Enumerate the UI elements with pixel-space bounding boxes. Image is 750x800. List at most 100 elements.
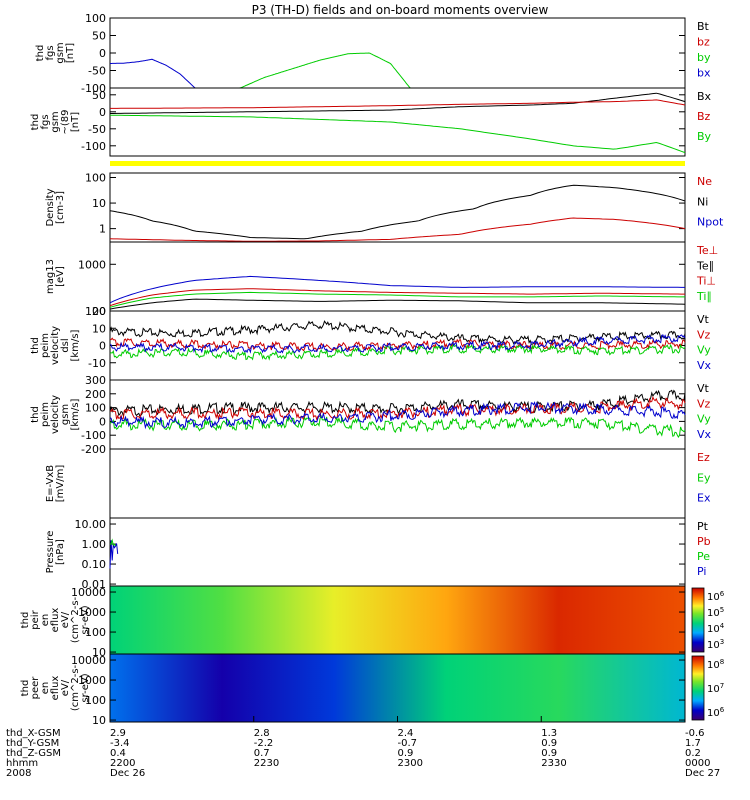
series-line-by (236, 52, 412, 89)
y-axis-label: eflux (50, 608, 61, 633)
y-axis-label: [nPa] (55, 539, 66, 565)
legend-label: Ti⊥ (696, 275, 716, 288)
footer-value: 0.9 (541, 748, 557, 759)
series-line-Npot (109, 275, 685, 304)
y-axis-label: velocity (50, 326, 61, 365)
footer-value: -2.2 (254, 738, 274, 749)
footer-value: 0000 (685, 758, 710, 769)
y-tick-label: 100 (85, 12, 106, 25)
y-tick-label: 20 (92, 305, 106, 318)
y-axis-label: sr-eV) (80, 605, 91, 634)
y-axis-label: fgs (45, 45, 56, 60)
footer-row-label: hhmm (6, 758, 38, 769)
colorbar-tick-label: 107 (707, 682, 724, 695)
y-axis-label: thd (20, 680, 31, 697)
series-line-Ni (109, 184, 686, 240)
y-tick-label: 50 (92, 30, 106, 43)
y-tick-label: 200 (85, 388, 106, 401)
series-line-Ne (109, 217, 686, 242)
legend-label: By (697, 130, 712, 143)
y-tick-label: 100 (85, 626, 106, 639)
y-tick-label: 0.10 (82, 558, 107, 571)
y-axis-label: sr-eV) (80, 673, 91, 702)
series-line-Ti⊥ (109, 288, 685, 307)
y-axis-label: Pressure (45, 531, 56, 574)
y-axis-label: [km/s] (70, 329, 81, 361)
footer-value: Dec 27 (685, 768, 720, 779)
series-line-Vt (109, 320, 686, 345)
y-tick-label: 10 (92, 322, 106, 335)
figure-title: P3 (TH-D) fields and on-board moments ov… (252, 3, 549, 17)
legend-label: Vx (697, 428, 712, 441)
colorbar (691, 587, 705, 653)
y-axis-label: eV/ (60, 611, 71, 628)
y-tick-label: -50 (88, 65, 106, 78)
legend-label: Ni (697, 195, 708, 208)
legend-label: Te∥ (696, 259, 714, 272)
legend-label: Bx (697, 90, 712, 103)
y-tick-label: 100 (85, 305, 106, 318)
y-tick-label: 0 (99, 340, 106, 353)
y-tick-label: 10 (92, 714, 106, 727)
legend-label: Npot (697, 216, 724, 229)
y-tick-label: 10 (92, 197, 106, 210)
y-axis-label: (cm^2-s- (70, 596, 81, 643)
series-line-Bx (110, 92, 686, 114)
y-axis-label: thd (35, 45, 46, 62)
panel-frame (109, 87, 686, 157)
panel-frame (109, 310, 686, 381)
colorbar-tick-label: 106 (707, 706, 725, 719)
y-axis-label: Density (45, 188, 56, 226)
colorbar-tick-label: 105 (707, 606, 724, 619)
footer-value: 2.8 (254, 728, 270, 739)
legend-label: Bt (697, 20, 710, 33)
legend-label: Vy (697, 413, 711, 426)
y-axis-label: gsm (50, 111, 61, 132)
footer-value: -0.7 (398, 738, 418, 749)
y-tick-label: 1 (99, 223, 106, 236)
y-axis-label: dsl (60, 338, 71, 352)
y-tick-label: -100 (81, 82, 106, 95)
legend-label: Vx (697, 359, 712, 372)
y-axis-label: gsm (55, 42, 66, 63)
y-axis-label: velocity (50, 395, 61, 434)
legend-label: Vz (697, 328, 711, 341)
spectrogram (110, 654, 685, 722)
legend-label: Vz (697, 397, 711, 410)
panel-5: -10 0 10 20 thd peim velocity dsl [km/s] Vt Vz Vy Vx (30, 305, 712, 381)
footer-value: 2200 (110, 758, 135, 769)
footer-value: 0.4 (110, 748, 126, 759)
series-line-Vx (109, 401, 686, 430)
y-tick-label: 100 (85, 402, 106, 415)
series-line-Ti∥ (109, 291, 685, 308)
colorbar-tick-label: 103 (707, 638, 724, 651)
panel-10: 108 107 106 10 100 1000 10000 thd peer en eflux eV/… (20, 653, 725, 727)
footer-value: -3.4 (110, 738, 130, 749)
series-line-Pe (109, 538, 116, 547)
footer-value: 0.9 (398, 748, 414, 759)
orbit-strip (110, 161, 685, 166)
panel-1: -100 -50 0 50 100 thd fgs gsm [nT] Bt bz by bx (35, 12, 711, 95)
y-tick-label: -50 (88, 123, 106, 136)
footer-value: -0.6 (685, 728, 705, 739)
y-tick-label: 50 (92, 89, 106, 102)
y-tick-label: 1000 (78, 606, 106, 619)
y-tick-label: 10.00 (75, 518, 107, 531)
y-axis-label: fgs (40, 114, 51, 129)
footer-row-label: 2008 (6, 768, 31, 779)
y-axis-label: eflux (50, 676, 61, 701)
legend-label: Pb (697, 535, 711, 548)
y-tick-label: 0.01 (82, 578, 107, 591)
y-axis-label: peim (40, 333, 51, 358)
footer-value: 2.4 (398, 728, 414, 739)
colorbar-tick-label: 108 (707, 658, 724, 671)
y-tick-label: 0 (99, 106, 106, 119)
y-axis-label: gsm (60, 404, 71, 425)
y-tick-label: 10 (92, 646, 106, 659)
y-tick-label: 0 (99, 415, 106, 428)
series-line-Bz (110, 99, 686, 109)
y-axis-label: en (40, 682, 51, 695)
legend-label: Te⊥ (696, 244, 718, 257)
